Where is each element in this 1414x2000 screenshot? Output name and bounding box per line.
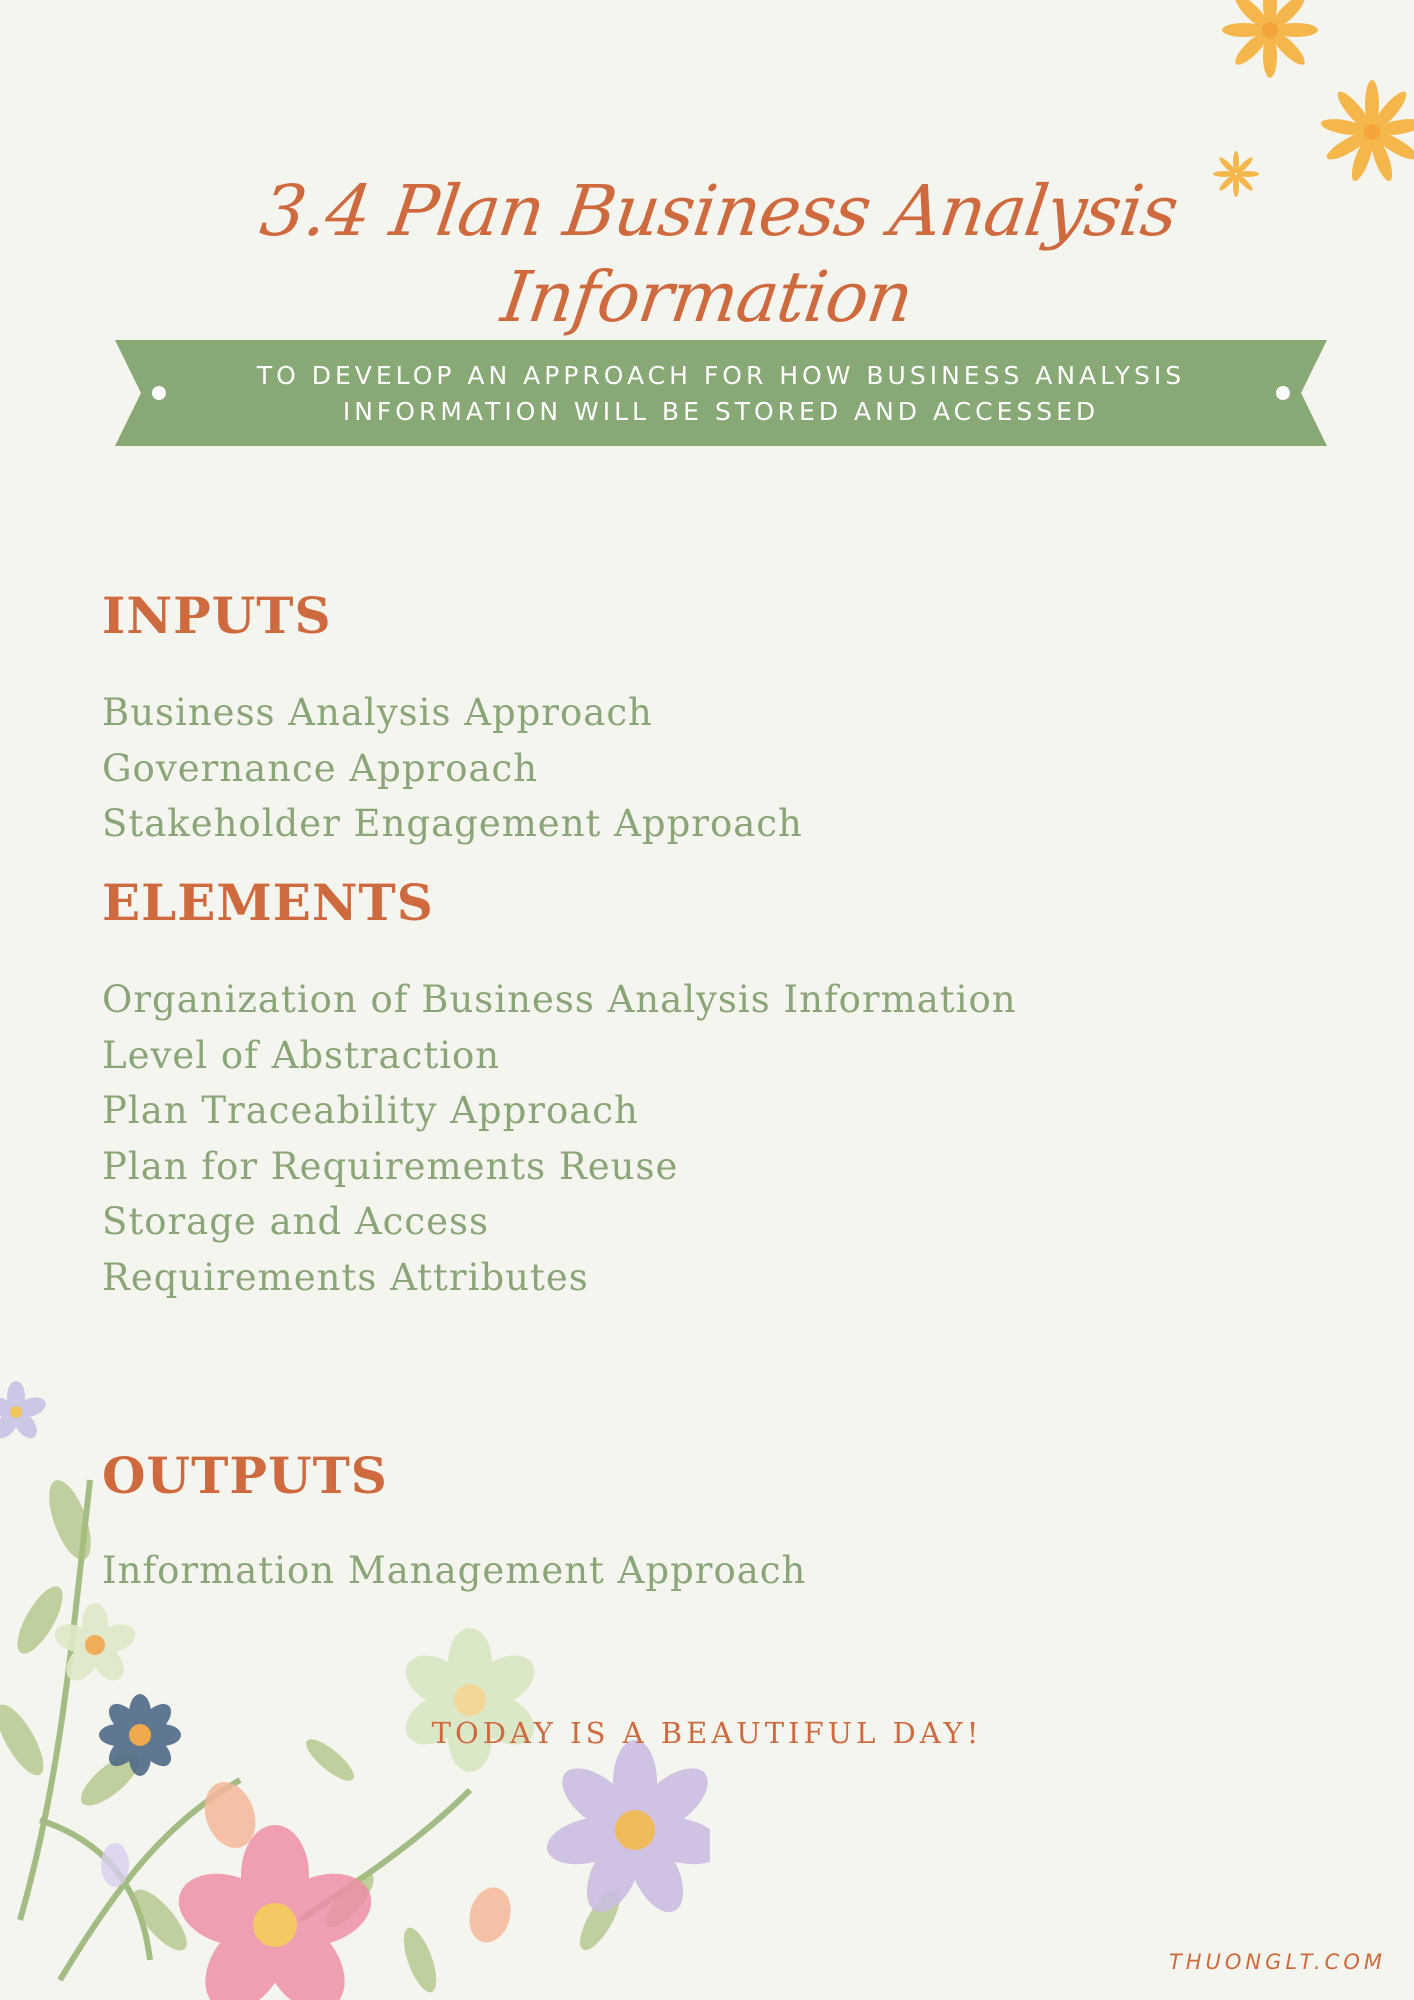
elements-heading: ELEMENTS	[102, 873, 434, 932]
site-watermark: THUONGLT.COM	[1168, 1950, 1386, 1974]
banner-text: TO DEVELOP AN APPROACH FOR HOW BUSINESS …	[115, 358, 1327, 430]
list-item: Plan for Requirements Reuse	[102, 1144, 679, 1188]
footer-quote: TODAY IS A BEAUTIFUL DAY!	[431, 1716, 983, 1750]
list-item: Information Management Approach	[102, 1549, 807, 1592]
list-item: Plan Traceability Approach	[102, 1089, 639, 1132]
list-item: Organization of Business Analysis Inform…	[102, 978, 1017, 1021]
banner-line-1: TO DEVELOP AN APPROACH FOR HOW BUSINESS …	[256, 361, 1186, 390]
list-item: Stakeholder Engagement Approach	[102, 802, 803, 845]
inputs-heading: INPUTS	[102, 586, 332, 645]
page-title-line-1: 3.4 Plan Business Analysis Information	[255, 170, 1183, 338]
inputs-list: Business Analysis Approach Governance Ap…	[102, 685, 803, 852]
outputs-list: Information Management Approach	[102, 1543, 806, 1599]
list-item: Business Analysis Approach	[102, 691, 653, 734]
list-item: Governance Approach	[102, 746, 539, 790]
yellow-flower-icon	[1213, 0, 1414, 197]
list-item: Level of Abstraction	[102, 1033, 501, 1077]
banner-line-2: INFORMATION WILL BE STORED AND ACCESSED	[342, 397, 1100, 426]
outputs-heading: OUTPUTS	[102, 1446, 388, 1505]
list-item: Requirements Attributes	[102, 1255, 589, 1299]
subtitle-banner: TO DEVELOP AN APPROACH FOR HOW BUSINESS …	[115, 340, 1327, 446]
ribbon-shape	[115, 340, 1327, 446]
list-item: Storage and Access	[102, 1200, 489, 1243]
elements-list: Organization of Business Analysis Inform…	[102, 972, 1017, 1305]
watercolor-floral-illustration	[0, 1381, 710, 2000]
